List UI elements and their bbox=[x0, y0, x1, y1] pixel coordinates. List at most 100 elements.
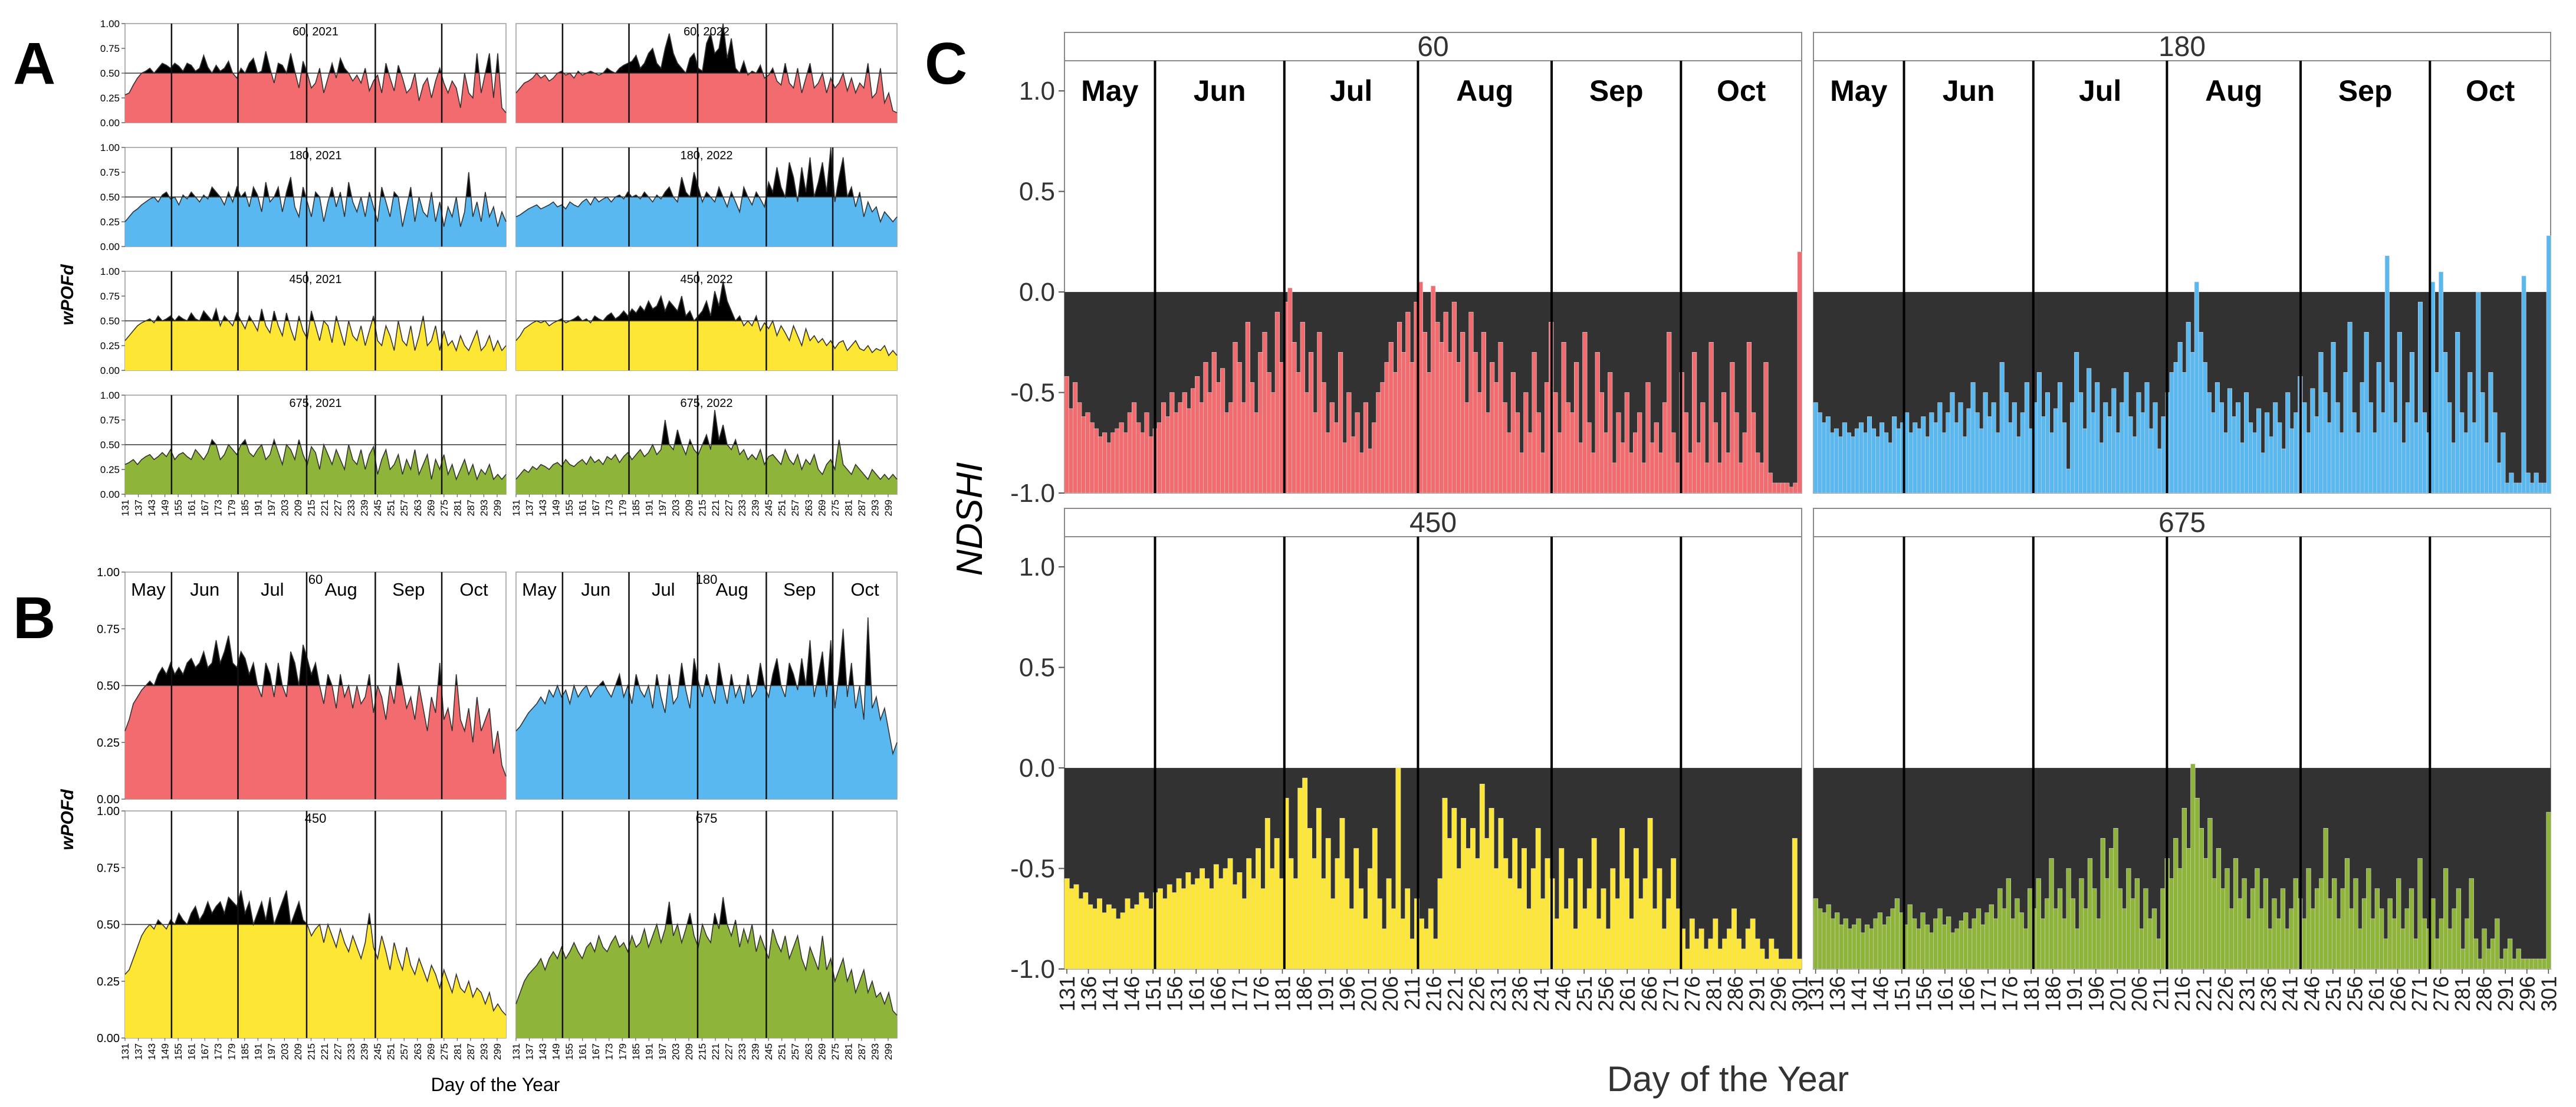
panel-c-60-bar bbox=[1064, 376, 1069, 494]
panel-c-180-month-aug: Aug bbox=[2205, 74, 2262, 107]
xlabel-c: Day of the Year bbox=[1607, 1059, 1849, 1099]
panel-c-675-bar bbox=[1980, 924, 1986, 970]
panel-c-60-bar bbox=[1317, 331, 1322, 494]
panel-c: 60 May Jun Jul Aug Sep Oct 1.0 0.5 0.0 -0.5 -1.0 180… bbox=[1010, 31, 2561, 1011]
panel-b-450-xtick-label: 143 bbox=[146, 1043, 157, 1060]
panel-c-675-bar bbox=[2194, 797, 2200, 970]
panel-c-60-bar bbox=[1148, 436, 1154, 494]
panel-c-60-bar bbox=[1616, 412, 1621, 494]
panel-a-675-2021-xtick-label: 143 bbox=[146, 500, 157, 516]
panel-c-60-bar bbox=[1767, 472, 1773, 494]
panel-b-450-xtick-label: 221 bbox=[319, 1043, 330, 1060]
panel-c-180-bar bbox=[1974, 412, 1980, 494]
panel-b-675-xtick-label: 281 bbox=[843, 1043, 854, 1060]
panel-c-675-bar bbox=[2237, 898, 2243, 970]
panel-c-60-bar bbox=[1211, 352, 1217, 494]
panel-c-180-bar bbox=[2364, 331, 2369, 494]
panel-a-60-2021-ytick-label: 1.00 bbox=[100, 18, 120, 29]
panel-c-60-bar bbox=[1755, 452, 1760, 494]
panel-c-675-bar bbox=[1843, 918, 1848, 970]
panel-c-180-bar bbox=[1880, 422, 1885, 494]
panel-c-180-bar bbox=[2322, 392, 2328, 494]
panel-c-180-bar bbox=[2091, 412, 2096, 494]
panel-c-675-bar bbox=[2207, 818, 2213, 970]
panel-c-180-bar bbox=[2281, 448, 2286, 494]
panel-a-180-2022-title: 180, 2022 bbox=[681, 149, 733, 162]
panel-c-60-bar bbox=[1174, 412, 1179, 494]
panel-a-675-2022-line bbox=[515, 410, 898, 481]
panel-a-675-2021-xtick-label: 149 bbox=[160, 500, 171, 516]
panel-a-60-2021-area-below bbox=[125, 73, 506, 123]
panel-c-450-bar bbox=[1325, 838, 1331, 970]
panel-a-675-2022-xtick-label: 215 bbox=[696, 500, 708, 516]
panel-c-60-bar bbox=[1473, 352, 1478, 494]
panel-c-60-bar bbox=[1612, 462, 1617, 494]
panel-c-675-bar bbox=[2374, 888, 2380, 970]
panel-c-450-bar bbox=[1624, 878, 1629, 970]
panel-c-675-bar bbox=[2323, 828, 2328, 970]
panel-c-60-bar bbox=[1637, 412, 1642, 494]
panel-c-60-title: 60 bbox=[1417, 31, 1448, 63]
panel-c-60-bar bbox=[1717, 462, 1722, 494]
panel-c-180-bar bbox=[2529, 482, 2535, 494]
panel-c-675-bar bbox=[2447, 928, 2453, 970]
panel-c-450-bar bbox=[1731, 908, 1737, 970]
panel-a-675-2021-xtick-label: 215 bbox=[305, 500, 317, 516]
panel-b-675-xtick-label: 191 bbox=[643, 1043, 655, 1060]
panel-c-450-xtick-label: 261 bbox=[1615, 976, 1639, 1011]
panel-c-450-xtick-label: 146 bbox=[1120, 976, 1144, 1011]
panel-a-675-2022-xtick-label: 137 bbox=[524, 500, 535, 516]
panel-c-675-bar bbox=[1852, 924, 1857, 970]
panel-c-60-bar bbox=[1797, 251, 1802, 494]
panel-c-675-bar bbox=[1847, 928, 1853, 970]
panel-c-180-bar bbox=[2501, 432, 2506, 494]
panel-c-450-bar bbox=[1573, 928, 1578, 970]
panel-c-60-bar bbox=[1544, 382, 1550, 494]
panel-c-675-bar bbox=[1894, 898, 1900, 970]
panel-c-450-title-strip bbox=[1064, 508, 1802, 537]
panel-b-450-xtick-label: 257 bbox=[399, 1043, 410, 1060]
panel-c-450-bar bbox=[1288, 858, 1294, 970]
panel-c-450-bar bbox=[1619, 828, 1625, 970]
panel-c-450-bar bbox=[1694, 938, 1700, 970]
panel-a-675-2022-xtick-label: 155 bbox=[564, 500, 575, 516]
panel-c-675-bar bbox=[2276, 918, 2281, 970]
panel-c-60-bar bbox=[1435, 321, 1440, 494]
panel-c-180-bar bbox=[2161, 416, 2166, 494]
panel-c-675-xtick-label: 286 bbox=[2472, 976, 2496, 1011]
panel-b-450-xtick-label: 233 bbox=[346, 1043, 357, 1060]
panel-c-450-bar bbox=[1139, 892, 1145, 970]
panel-c-450-ytick-label: -1.0 bbox=[1010, 955, 1055, 984]
panel-c-450-bar bbox=[1120, 912, 1126, 970]
panel-c-675-bar bbox=[2525, 958, 2530, 970]
panel-c-450-bar bbox=[1213, 864, 1219, 970]
panel-c-180-bar bbox=[2376, 362, 2381, 494]
panel-c-180-bar bbox=[1850, 436, 1855, 494]
panel-c-450-bar bbox=[1087, 904, 1093, 970]
panel-c-450-bar bbox=[1671, 858, 1677, 970]
panel-c-60-bar bbox=[1628, 452, 1634, 494]
panel-c-180-bar bbox=[2351, 412, 2357, 494]
panel-c-450-xtick-label: 166 bbox=[1206, 976, 1230, 1011]
panel-c-180-bar bbox=[2128, 416, 2133, 494]
panel-a-675-2022-xtick-label: 221 bbox=[710, 500, 721, 516]
panel-c-675-bar bbox=[2233, 858, 2239, 970]
panel-c-60-bar bbox=[1671, 432, 1676, 494]
panel-c-180-bar bbox=[2194, 281, 2199, 494]
panel-c-60-bar bbox=[1085, 412, 1090, 494]
panel-c-450-bar bbox=[1517, 888, 1523, 970]
panel-c-675-bar bbox=[2070, 898, 2076, 970]
panel-c-60-bar bbox=[1355, 412, 1360, 494]
panel-c-450-ytick-label: -0.5 bbox=[1010, 855, 1055, 883]
panel-c-675-bar bbox=[2216, 848, 2222, 970]
panel-c-675-xtick-label: 136 bbox=[1825, 976, 1849, 1011]
panel-a-675-2021-xtick-label: 293 bbox=[478, 500, 489, 516]
panel-c-180-bar bbox=[2421, 412, 2427, 494]
panel-c-60-bar bbox=[1115, 428, 1120, 494]
panel-c-450-bar bbox=[1423, 928, 1429, 970]
panel-c-450-bar bbox=[1713, 918, 1719, 970]
panel-c-60-bar bbox=[1422, 331, 1427, 494]
panel-c-675-bar bbox=[2353, 878, 2358, 970]
panel-c-450-bar bbox=[1484, 838, 1490, 970]
panel-c-180-bar bbox=[2265, 412, 2270, 494]
